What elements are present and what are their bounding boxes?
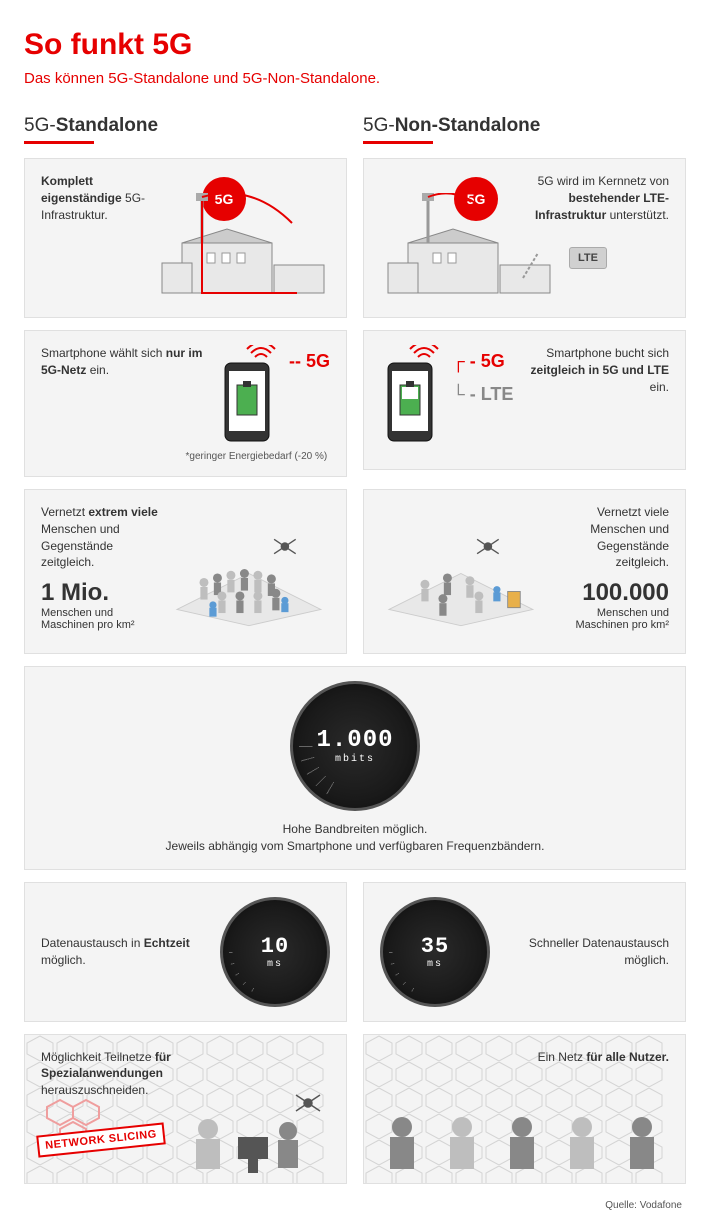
panel-slicing-non-standalone: Ein Netz für alle Nutzer.	[363, 1034, 686, 1184]
density-sa-stat: 1 Mio.	[41, 579, 168, 607]
crowd-dense-icon	[168, 504, 330, 634]
infra-nsa-pre: 5G wird im Kernnetz von	[538, 174, 669, 188]
infra-sa-bold: Komplett eigenständige	[41, 174, 122, 205]
density-nsa-sub: Menschen und Maschinen pro km²	[542, 607, 669, 631]
building-tower-icon	[152, 193, 332, 303]
panel-density-non-standalone: Vernetzt viele Menschen und Gegenstände …	[363, 489, 686, 654]
panel-phone-non-standalone: ┌ - 5G └ - LTE Smartphone bucht sich zei…	[363, 330, 686, 470]
specialist-users-icon	[178, 1089, 338, 1179]
network-slicing-tag: NETWORK SLICING	[36, 1122, 166, 1157]
subtitle: Das können 5G-Standalone und 5G-Non-Stan…	[24, 70, 686, 87]
phone-nsa-post: ein.	[650, 380, 669, 394]
panel-infra-standalone: Komplett eigenständige 5G-Infrastruktur.…	[24, 158, 347, 318]
net-lte-label: └ - LTE	[452, 384, 513, 405]
crowd-sparse-icon	[380, 504, 542, 634]
density-sa-bold: extrem viele	[88, 505, 157, 519]
bandwidth-line1: Hohe Bandbreiten möglich.	[41, 821, 669, 838]
density-nsa-stat: 100.000	[542, 579, 669, 607]
gauge-bandwidth-icon: 1.000 mbits	[290, 681, 420, 811]
underline-left	[24, 141, 94, 144]
panel-infra-non-standalone: 5G wird im Kernnetz von bestehender LTE-…	[363, 158, 686, 318]
col-header-standalone: 5G-Standalone	[24, 115, 347, 137]
density-sa-post: Menschen und Gegenstände zeitgleich.	[41, 522, 120, 570]
gauge-latency-nsa-icon: 35 ms	[380, 897, 490, 1007]
panel-latency-standalone: Datenaustausch in Echtzeit möglich. 10 m…	[24, 882, 347, 1022]
phone-nsa-pre: Smartphone bucht sich	[546, 346, 669, 360]
column-headers: 5G-Standalone 5G-Non-Standalone	[24, 115, 686, 158]
energy-note: *geringer Energiebedarf (-20 %)	[186, 451, 331, 462]
slicing-nsa-bold: für alle Nutzer.	[586, 1050, 669, 1064]
latency-sa-pre: Datenaustausch in	[41, 936, 140, 950]
latency-sa-bold: Echtzeit	[144, 936, 190, 950]
slicing-sa-pre: Möglichkeit Teilnetze	[41, 1050, 152, 1064]
slicing-sa-post: herauszuschneiden.	[41, 1083, 148, 1097]
phone-nsa-bold: zeitgleich in 5G und LTE	[531, 363, 669, 377]
panel-density-standalone: Vernetzt extrem viele Menschen und Gegen…	[24, 489, 347, 654]
smartphone-icon	[380, 345, 440, 445]
building-tower-icon	[378, 193, 558, 303]
latency-nsa-text: Schneller Datenaustausch möglich.	[508, 935, 669, 969]
bandwidth-line2: Jeweils abhängig vom Smartphone und verf…	[41, 838, 669, 855]
smartphone-icon	[217, 345, 277, 445]
gauge-latency-sa-icon: 10 ms	[220, 897, 330, 1007]
source-label: Quelle: Vodafone	[24, 1200, 686, 1211]
col-header-non-standalone: 5G-Non-Standalone	[363, 115, 686, 137]
general-users-icon	[372, 1089, 672, 1179]
main-title: So funkt 5G	[24, 28, 686, 62]
phone-sa-pre: Smartphone wählt sich	[41, 346, 162, 360]
panel-phone-standalone: Smartphone wählt sich nur im 5G-Netz ein…	[24, 330, 347, 477]
underline-right	[363, 141, 433, 144]
panel-slicing-standalone: Möglichkeit Teilnetze für Spezialanwendu…	[24, 1034, 347, 1184]
density-nsa-text: Vernetzt viele Menschen und Gegenstände …	[542, 504, 669, 571]
latency-sa-post: möglich.	[41, 953, 86, 967]
slicing-nsa-pre: Ein Netz	[538, 1050, 583, 1064]
infra-nsa-post: unterstützt.	[610, 208, 669, 222]
net-5g-label: ┌ - 5G	[452, 351, 513, 372]
net-5g-label: -- 5G	[289, 351, 330, 372]
panel-bandwidth: 1.000 mbits Hohe Bandbreiten möglich. Je…	[24, 666, 686, 870]
density-sa-pre: Vernetzt	[41, 505, 85, 519]
density-sa-sub: Menschen und Maschinen pro km²	[41, 607, 168, 631]
badge-lte-icon: LTE	[569, 247, 607, 269]
panel-latency-non-standalone: 35 ms Schneller Datenaustausch möglich.	[363, 882, 686, 1022]
phone-sa-post: ein.	[90, 363, 109, 377]
